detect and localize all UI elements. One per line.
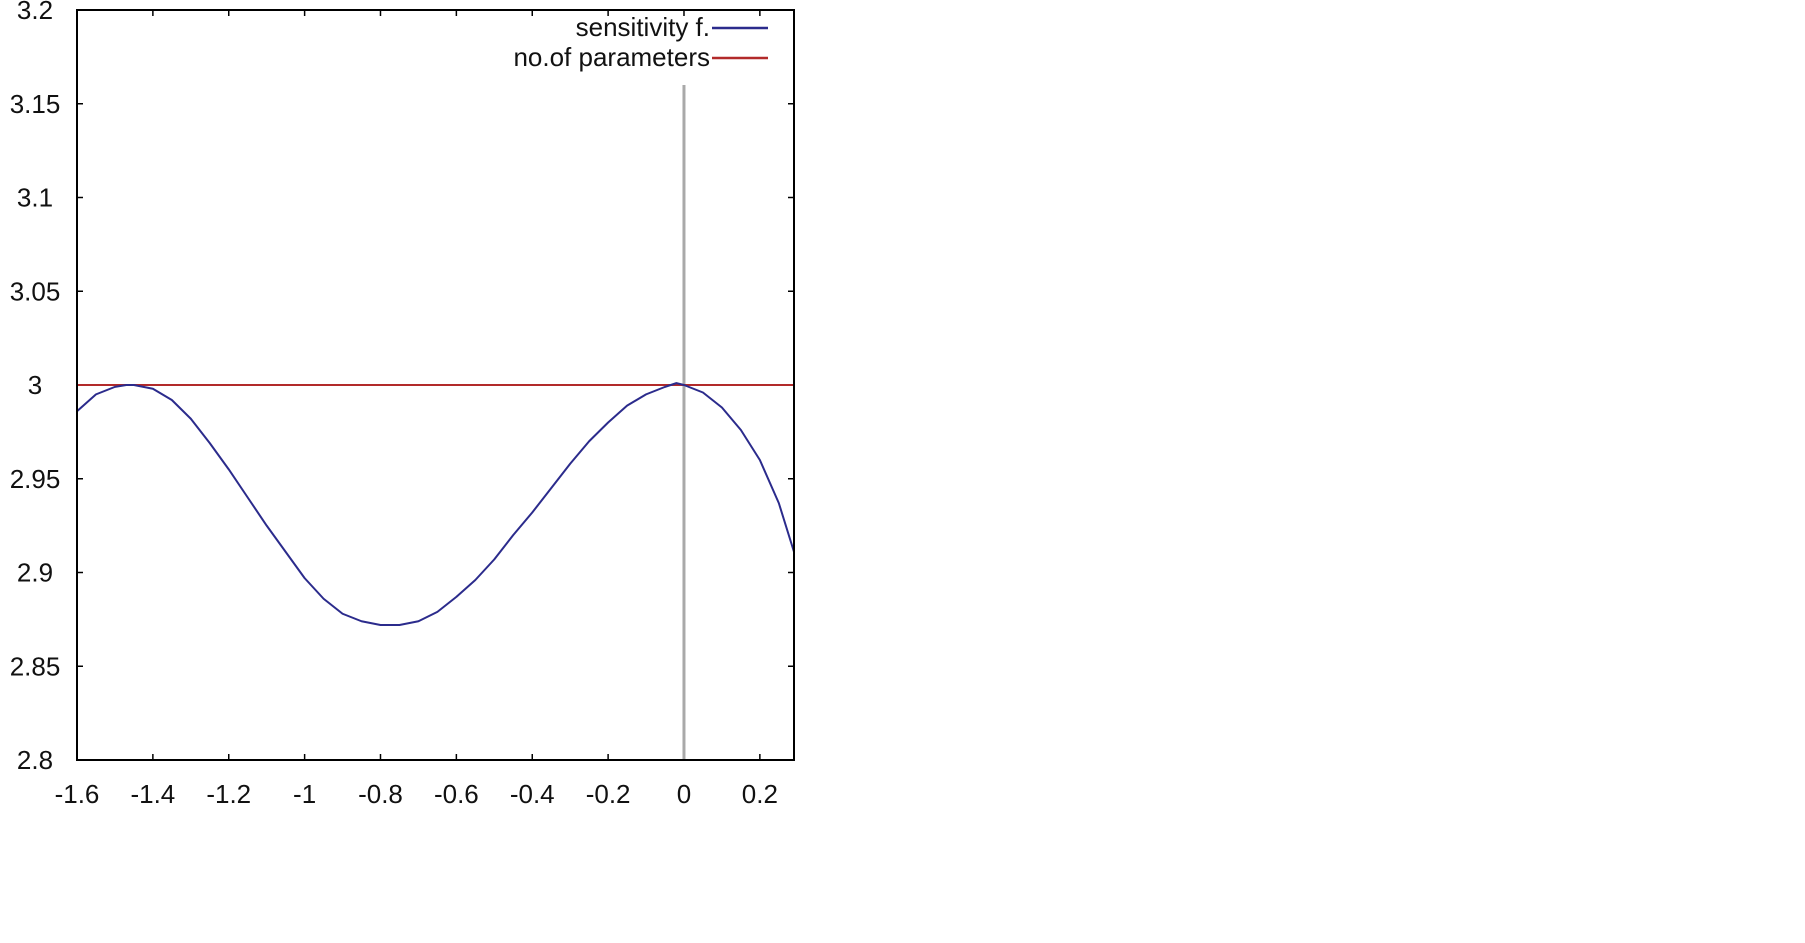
x-tick-label: -0.8 <box>358 779 403 809</box>
y-tick-label: 3.2 <box>17 0 53 25</box>
x-tick-label: -1 <box>293 779 316 809</box>
y-tick-label: 2.85 <box>10 651 61 681</box>
y-tick-label: 2.9 <box>17 558 53 588</box>
x-tick-label: -0.2 <box>586 779 631 809</box>
x-tick-label: -1.4 <box>130 779 175 809</box>
series-line-0 <box>76 382 795 626</box>
tick-labels: -1.6 -1.4 -1.2 -1 -0.8 -0.6 -0.4 -0.2 0 0.2 2.8 2.8… <box>10 0 778 809</box>
y-tick-label: 2.95 <box>10 464 61 494</box>
y-tick-label: 3.15 <box>10 89 61 119</box>
series-layer <box>76 85 795 760</box>
y-tick-label: 3.05 <box>10 276 61 306</box>
y-tick-label: 3 <box>28 370 42 400</box>
plot-frame <box>76 9 795 761</box>
legend-label: no.of parameters <box>513 42 710 72</box>
y-tick-label: 2.8 <box>17 745 53 775</box>
x-tick-label: 0.2 <box>742 779 778 809</box>
x-tick-label: -1.6 <box>55 779 100 809</box>
x-tick-label: 0 <box>677 779 691 809</box>
legend-label: sensitivity f. <box>576 12 710 42</box>
x-tick-label: -1.2 <box>206 779 251 809</box>
x-tick-label: -0.6 <box>434 779 479 809</box>
legend: sensitivity f.no.of parameters <box>513 12 768 72</box>
y-tick-label: 3.1 <box>17 183 53 213</box>
x-tick-label: -0.4 <box>510 779 555 809</box>
